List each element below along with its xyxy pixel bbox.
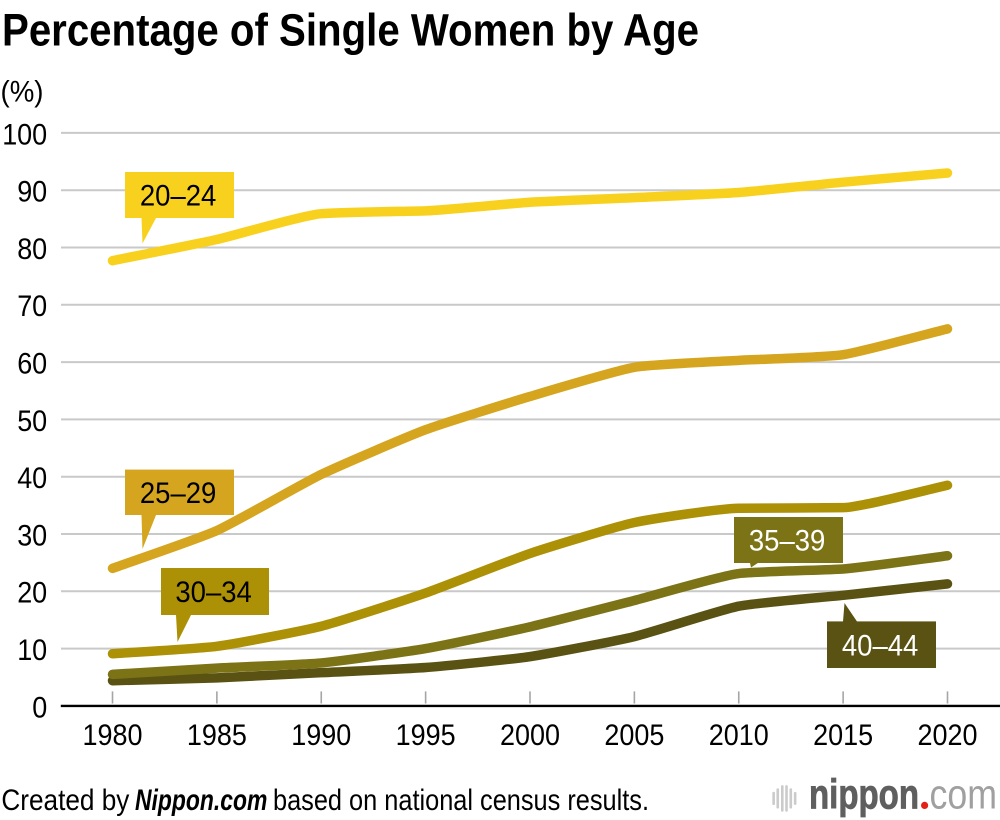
svg-text:25–29: 25–29	[140, 477, 217, 510]
svg-text:2015: 2015	[813, 719, 873, 752]
svg-text:Created by: Created by	[1, 784, 129, 817]
svg-text:40–44: 40–44	[842, 629, 919, 662]
svg-text:based on national census resul: based on national census results.	[273, 784, 649, 817]
svg-text:60: 60	[17, 348, 47, 381]
svg-text:30–34: 30–34	[175, 576, 252, 609]
svg-text:com: com	[930, 770, 998, 817]
svg-text:2010: 2010	[709, 719, 769, 752]
svg-text:100: 100	[2, 118, 47, 151]
svg-text:80: 80	[17, 233, 47, 266]
svg-text:(%): (%)	[1, 75, 44, 108]
svg-text:70: 70	[17, 290, 47, 323]
svg-text:35–39: 35–39	[749, 525, 826, 558]
svg-text:1990: 1990	[291, 719, 351, 752]
svg-text:1985: 1985	[187, 719, 247, 752]
svg-text:40: 40	[17, 462, 47, 495]
svg-text:2020: 2020	[918, 719, 978, 752]
svg-text:90: 90	[17, 176, 47, 209]
svg-text:50: 50	[17, 405, 47, 438]
svg-text:1995: 1995	[396, 719, 456, 752]
svg-text:20: 20	[17, 577, 47, 610]
svg-text:0: 0	[32, 691, 47, 724]
svg-text:2000: 2000	[500, 719, 560, 752]
svg-text:30: 30	[17, 519, 47, 552]
svg-text:20–24: 20–24	[140, 180, 217, 213]
svg-text:Percentage of Single Women by: Percentage of Single Women by Age	[2, 5, 699, 56]
svg-text:2005: 2005	[604, 719, 664, 752]
svg-text:Nippon.com: Nippon.com	[135, 784, 267, 817]
svg-text:1980: 1980	[83, 719, 143, 752]
svg-text:nippon: nippon	[809, 770, 919, 817]
svg-text:10: 10	[17, 634, 47, 667]
